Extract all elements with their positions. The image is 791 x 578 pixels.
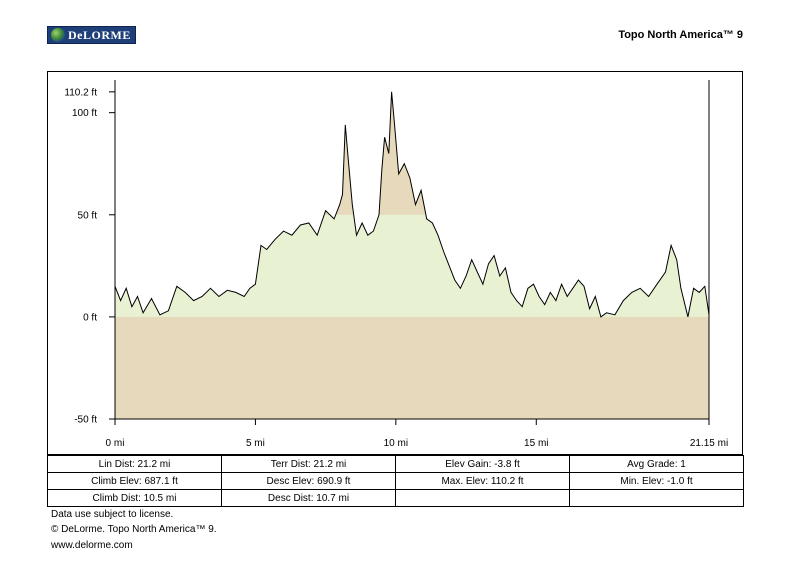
stat-climb-dist: Climb Dist: 10.5 mi [47,489,222,507]
website-link[interactable]: www.delorme.com [51,540,133,551]
y-tick-label: -50 ft [74,415,97,426]
stat-climb-elev: Climb Elev: 687.1 ft [47,472,222,490]
delorme-logo: DeLORME [47,26,136,44]
x-tick-label: 5 mi [246,438,265,449]
license-note: Data use subject to license. [51,509,174,520]
x-tick-label: 10 mi [384,438,408,449]
stat-min-elev: Min. Elev: -1.0 ft [569,472,744,490]
product-title: Topo North America™ 9 [618,29,743,41]
elevation-profile-chart: -50 ft 0 ft 50 ft 100 ft 110.2 ft 0 mi 5 mi 10 … [64,80,728,449]
x-tick-label: 15 mi [524,438,548,449]
chart-frame [47,71,743,455]
y-tick-label: 0 ft [83,312,97,323]
route-stats-table: Lin Dist: 21.2 mi Terr Dist: 21.2 mi Ele… [47,455,744,507]
stats-row: Climb Elev: 687.1 ft Desc Elev: 690.9 ft… [47,472,744,490]
stats-row: Lin Dist: 21.2 mi Terr Dist: 21.2 mi Ele… [47,455,744,473]
grade-band-area [115,214,709,317]
globe-icon [51,28,65,42]
stat-lin-dist: Lin Dist: 21.2 mi [47,455,222,473]
logo-text: DeLORME [68,27,131,42]
x-tick-label: 21.15 mi [690,438,728,449]
y-tick-label: 100 ft [72,108,97,119]
stat-empty-cell [569,489,744,507]
copyright-note: © DeLorme. Topo North America™ 9. [51,524,217,535]
y-tick-label: 110.2 ft [64,87,97,98]
stats-row: Climb Dist: 10.5 mi Desc Dist: 10.7 mi [47,489,744,507]
stat-desc-dist: Desc Dist: 10.7 mi [221,489,396,507]
stat-terr-dist: Terr Dist: 21.2 mi [221,455,396,473]
terrain-below-zero [115,316,709,419]
x-tick-label: 0 mi [106,438,125,449]
stat-max-elev: Max. Elev: 110.2 ft [395,472,570,490]
elevation-line [114,91,710,318]
stat-desc-elev: Desc Elev: 690.9 ft [221,472,396,490]
stat-empty-cell [395,489,570,507]
y-tick-label: 50 ft [78,210,98,221]
stat-elev-gain: Elev Gain: -3.8 ft [395,455,570,473]
stat-avg-grade: Avg Grade: 1 [569,455,744,473]
